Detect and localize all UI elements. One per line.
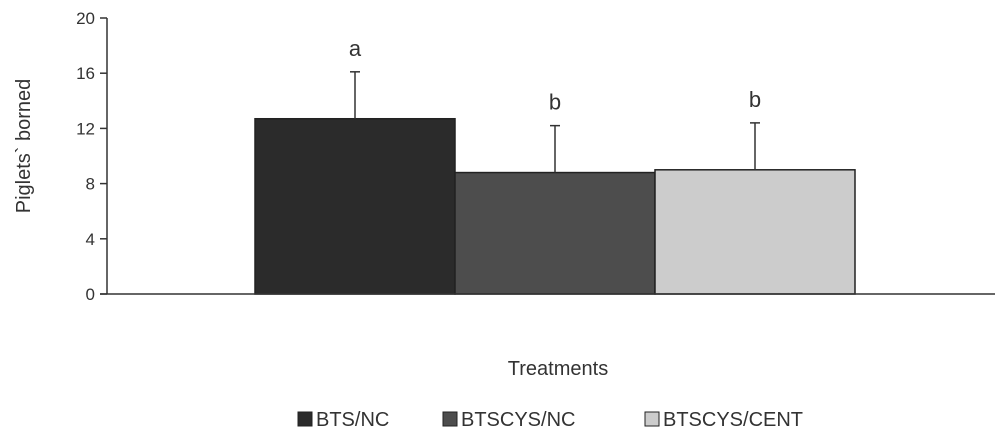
significance-letter: b	[549, 90, 561, 115]
legend-label: BTS/NC	[316, 409, 389, 431]
significance-letter: a	[349, 36, 362, 61]
legend-swatch	[644, 411, 660, 427]
bar	[454, 171, 656, 295]
y-tick-label: 20	[76, 9, 95, 28]
bar	[654, 169, 856, 295]
y-axis-title: Piglets` borned	[13, 79, 35, 214]
significance-labels: a b b	[349, 36, 761, 115]
legend-label: BTSCYS/NC	[461, 409, 575, 431]
y-tick-label: 0	[86, 285, 95, 304]
y-tick-label: 16	[76, 64, 95, 83]
y-axis-ticks: 0 4 8 12 16 20	[76, 9, 107, 304]
y-tick-label: 12	[76, 119, 95, 138]
legend-swatch	[442, 411, 458, 427]
legend-label: BTSCYS/CENT	[663, 409, 803, 431]
legend: BTS/NC BTSCYS/NC BTSCYS/CENT	[297, 409, 803, 431]
error-bars	[350, 71, 760, 173]
y-tick-label: 4	[86, 230, 95, 249]
bar	[254, 117, 456, 295]
bar-series	[254, 117, 856, 295]
y-tick-label: 8	[86, 175, 95, 194]
significance-letter: b	[749, 87, 761, 112]
x-axis-title: Treatments	[508, 358, 608, 380]
legend-swatch	[297, 411, 313, 427]
